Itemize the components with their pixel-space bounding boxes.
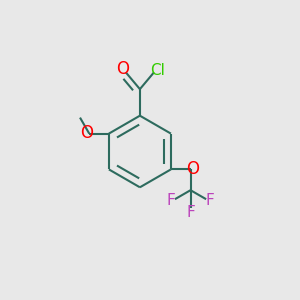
Text: O: O xyxy=(186,160,199,178)
Text: Cl: Cl xyxy=(150,62,165,77)
Text: F: F xyxy=(167,193,175,208)
Text: O: O xyxy=(80,124,93,142)
Text: F: F xyxy=(186,205,195,220)
Text: O: O xyxy=(116,60,130,78)
Text: F: F xyxy=(206,193,215,208)
